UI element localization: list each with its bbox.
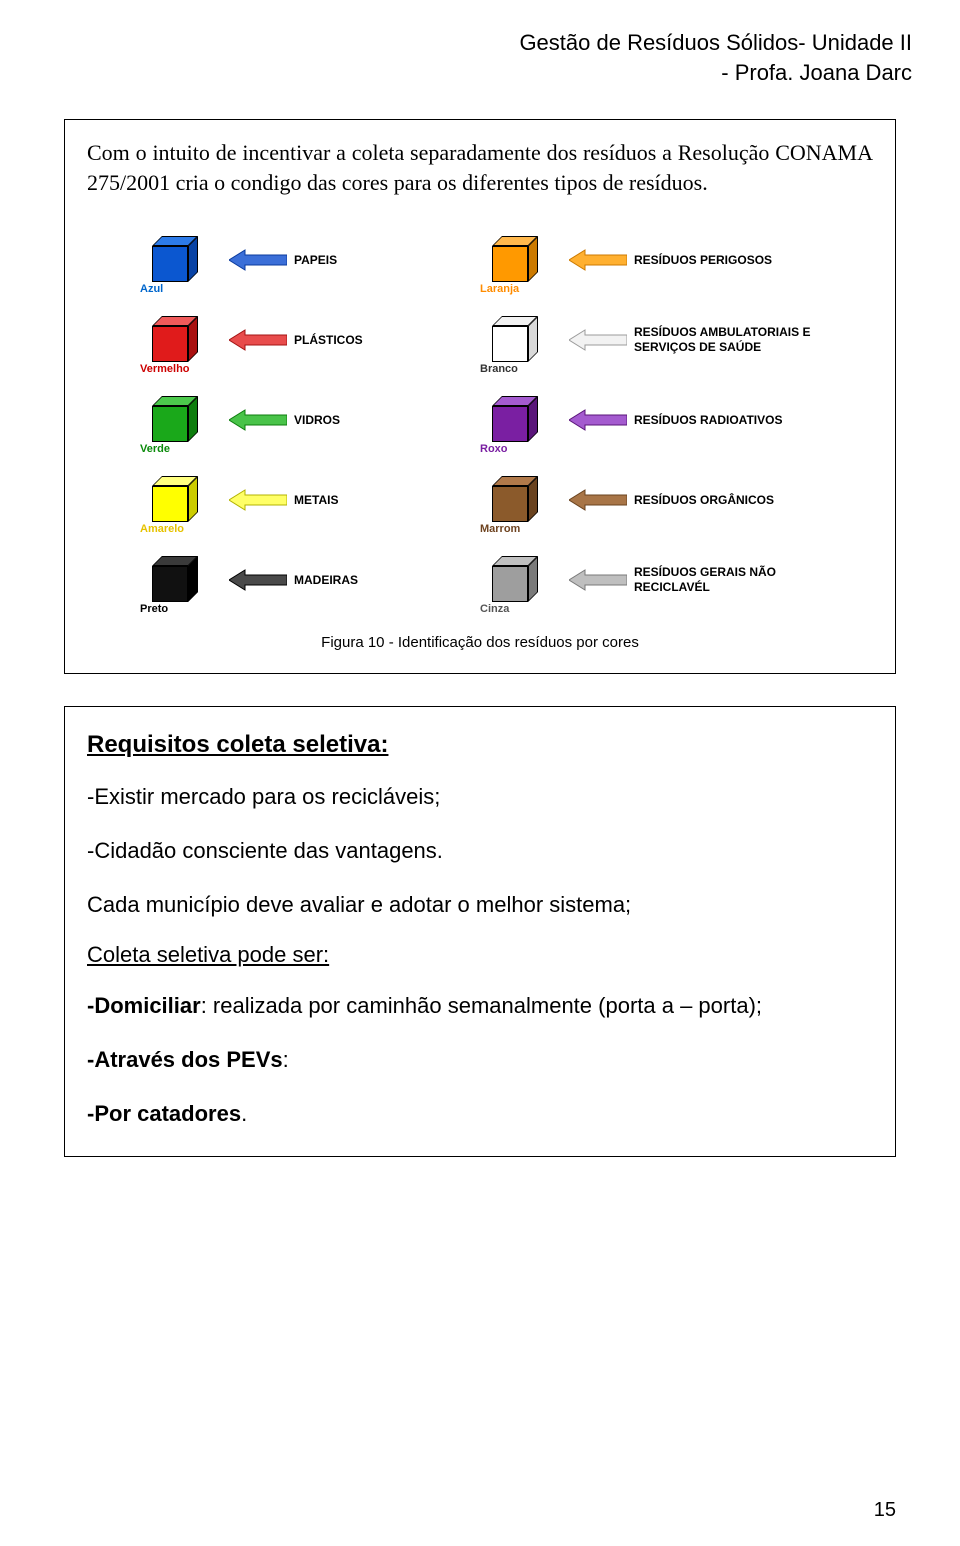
arrow-icon: [229, 249, 287, 271]
waste-type-label: RESÍDUOS ORGÂNICOS: [630, 493, 820, 507]
figure-row: Amarelo METAIS Marrom RESÍDUOS ORGÂNICOS: [140, 460, 820, 540]
arrow-icon: [569, 249, 627, 271]
intro-paragraph: Com o intuito de incentivar a coleta sep…: [87, 138, 873, 197]
figure-cell: Vermelho PLÁSTICOS: [140, 304, 480, 375]
arrow-column: [566, 249, 630, 271]
cube-column: Cinza: [480, 544, 566, 615]
color-label: Preto: [140, 604, 168, 615]
waste-type-label: METAIS: [290, 493, 460, 507]
cube-icon: [152, 396, 198, 442]
figure-caption: Figura 10 - Identificação dos resíduos p…: [87, 634, 873, 651]
figure-cell: Laranja RESÍDUOS PERIGOSOS: [480, 224, 820, 295]
arrow-column: [566, 569, 630, 591]
arrow-icon: [569, 569, 627, 591]
cube-icon: [492, 476, 538, 522]
cube-icon: [492, 556, 538, 602]
arrow-icon: [569, 489, 627, 511]
header-line-2: - Profa. Joana Darc: [0, 58, 912, 88]
cube-column: Preto: [140, 544, 226, 615]
arrow-icon: [229, 489, 287, 511]
coleta-line-3-bold: -Por catadores: [87, 1101, 241, 1126]
color-label: Vermelho: [140, 364, 190, 375]
waste-type-label: PLÁSTICOS: [290, 333, 460, 347]
cube-icon: [492, 236, 538, 282]
figure-cell: Preto MADEIRAS: [140, 544, 480, 615]
figure-cell: Marrom RESÍDUOS ORGÂNICOS: [480, 464, 820, 535]
waste-type-label: RESÍDUOS PERIGOSOS: [630, 253, 820, 267]
arrow-column: [566, 329, 630, 351]
req-line-1: -Existir mercado para os recicláveis;: [87, 781, 873, 813]
arrow-column: [566, 489, 630, 511]
waste-type-label: RESÍDUOS GERAIS NÃO RECICLAVÉL: [630, 565, 820, 594]
color-label: Cinza: [480, 604, 509, 615]
cube-column: Vermelho: [140, 304, 226, 375]
coleta-line-2-bold: -Através dos PEVs: [87, 1047, 283, 1072]
arrow-column: [566, 409, 630, 431]
color-label: Laranja: [480, 284, 519, 295]
figure-cell: Azul PAPEIS: [140, 224, 480, 295]
color-label: Verde: [140, 444, 170, 455]
cube-column: Amarelo: [140, 464, 226, 535]
coleta-line-3: -Por catadores.: [87, 1098, 873, 1130]
page-number: 15: [874, 1499, 896, 1522]
cube-icon: [152, 556, 198, 602]
header-line-1: Gestão de Resíduos Sólidos- Unidade II: [0, 28, 912, 58]
coleta-line-2-rest: :: [283, 1047, 289, 1072]
cube-icon: [152, 476, 198, 522]
waste-type-label: RESÍDUOS AMBULATORIAIS E SERVIÇOS DE SAÚ…: [630, 325, 820, 354]
arrow-column: [226, 569, 290, 591]
cube-column: Branco: [480, 304, 566, 375]
color-label: Amarelo: [140, 524, 184, 535]
cube-icon: [492, 316, 538, 362]
figure-cell: Roxo RESÍDUOS RADIOATIVOS: [480, 384, 820, 455]
figure-row: Vermelho PLÁSTICOS Branco RESÍDUOS AMBUL…: [140, 300, 820, 380]
color-label: Azul: [140, 284, 163, 295]
waste-type-label: VIDROS: [290, 413, 460, 427]
cube-column: Verde: [140, 384, 226, 455]
cube-icon: [152, 236, 198, 282]
arrow-icon: [569, 329, 627, 351]
arrow-icon: [569, 409, 627, 431]
cube-icon: [152, 316, 198, 362]
color-label: Marrom: [480, 524, 520, 535]
cube-column: Roxo: [480, 384, 566, 455]
coleta-line-1: -Domiciliar: realizada por caminhão sema…: [87, 990, 873, 1022]
cube-icon: [492, 396, 538, 442]
arrow-column: [226, 329, 290, 351]
arrow-column: [226, 409, 290, 431]
req-line-3: Cada município deve avaliar e adotar o m…: [87, 889, 873, 921]
color-code-figure: Azul PAPEIS Laranja RESÍDUOS PERIGOSOS V…: [140, 220, 820, 620]
figure-box: Com o intuito de incentivar a coleta sep…: [64, 119, 896, 673]
figure-row: Preto MADEIRAS Cinza RESÍDUOS GERAIS NÃO…: [140, 540, 820, 620]
coleta-line-3-rest: .: [241, 1101, 247, 1126]
figure-cell: Cinza RESÍDUOS GERAIS NÃO RECICLAVÉL: [480, 544, 820, 615]
figure-row: Azul PAPEIS Laranja RESÍDUOS PERIGOSOS: [140, 220, 820, 300]
coleta-line-1-bold: -Domiciliar: [87, 993, 201, 1018]
arrow-icon: [229, 409, 287, 431]
waste-type-label: MADEIRAS: [290, 573, 460, 587]
arrow-icon: [229, 569, 287, 591]
coleta-line-2: -Através dos PEVs:: [87, 1044, 873, 1076]
arrow-icon: [229, 329, 287, 351]
cube-column: Azul: [140, 224, 226, 295]
coleta-heading: Coleta seletiva pode ser:: [87, 942, 873, 968]
figure-row: Verde VIDROS Roxo RESÍDUOS RADIOATIVOS: [140, 380, 820, 460]
coleta-line-1-rest: : realizada por caminhão semanalmente (p…: [201, 993, 762, 1018]
waste-type-label: RESÍDUOS RADIOATIVOS: [630, 413, 820, 427]
req-line-2: -Cidadão consciente das vantagens.: [87, 835, 873, 867]
color-label: Roxo: [480, 444, 508, 455]
figure-cell: Amarelo METAIS: [140, 464, 480, 535]
cube-column: Laranja: [480, 224, 566, 295]
cube-column: Marrom: [480, 464, 566, 535]
color-label: Branco: [480, 364, 518, 375]
waste-type-label: PAPEIS: [290, 253, 460, 267]
arrow-column: [226, 249, 290, 271]
figure-cell: Branco RESÍDUOS AMBULATORIAIS E SERVIÇOS…: [480, 304, 820, 375]
arrow-column: [226, 489, 290, 511]
figure-cell: Verde VIDROS: [140, 384, 480, 455]
requirements-box: Requisitos coleta seletiva: -Existir mer…: [64, 706, 896, 1157]
page-header: Gestão de Resíduos Sólidos- Unidade II -…: [0, 0, 960, 87]
requirements-heading: Requisitos coleta seletiva:: [87, 731, 873, 759]
